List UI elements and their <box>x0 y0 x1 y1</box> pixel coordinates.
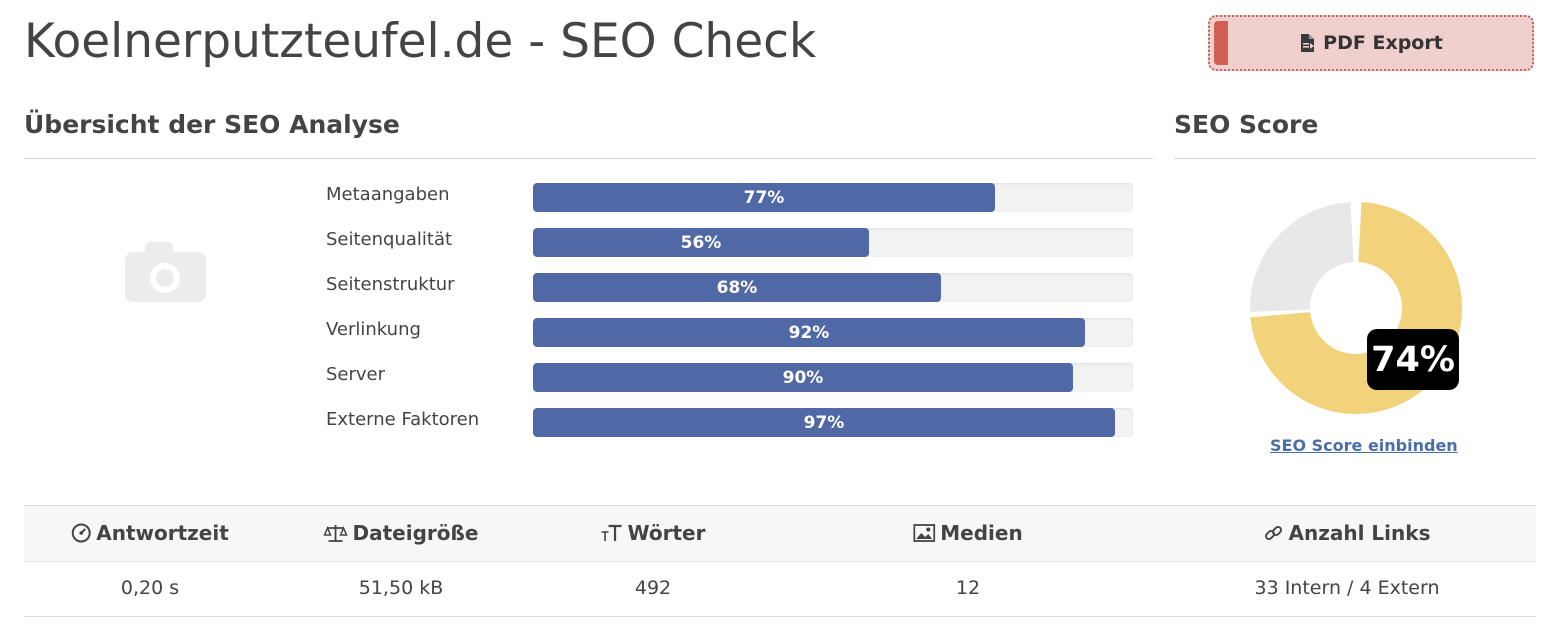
bar-label: Seitenqualität <box>326 229 453 250</box>
progress-bar-track: 68% <box>533 273 1133 302</box>
overview-heading: Übersicht der SEO Analyse <box>24 110 400 139</box>
progress-bar-track: 92% <box>533 318 1133 347</box>
donut-remaining-segment <box>1250 202 1354 312</box>
stats-value-words: 492 <box>634 577 672 599</box>
stats-header-label: Anzahl Links <box>1288 521 1431 545</box>
pdf-export-button[interactable]: PDF Export <box>1208 15 1534 71</box>
progress-bar-track: 77% <box>533 183 1133 212</box>
stats-value-media: 12 <box>955 577 981 599</box>
progress-bar-fill: 77% <box>533 183 995 212</box>
pdf-export-label: PDF Export <box>1323 32 1443 54</box>
progress-bar-fill: 56% <box>533 228 869 257</box>
bar-label: Externe Faktoren <box>326 409 480 430</box>
progress-bar-track: 97% <box>533 408 1133 437</box>
stats-value-row: 0,20 s 51,50 kB 492 12 33 Intern / 4 Ext… <box>24 562 1536 616</box>
link-icon <box>1264 523 1284 543</box>
bar-label: Verlinkung <box>326 319 421 340</box>
progress-bar-fill: 68% <box>533 273 941 302</box>
stats-header-words: Wörter <box>601 521 706 545</box>
stats-header-label: Antwortzeit <box>96 521 229 545</box>
bar-label: Server <box>326 364 386 385</box>
progress-bar-fill: 92% <box>533 318 1085 347</box>
camera-icon <box>125 240 207 308</box>
bar-label: Metaangaben <box>326 184 450 205</box>
progress-bar-fill: 97% <box>533 408 1115 437</box>
image-icon <box>913 524 936 542</box>
button-accent-stripe <box>1214 21 1228 65</box>
progress-bar-track: 56% <box>533 228 1133 257</box>
stats-value-links: 33 Intern / 4 Extern <box>1254 577 1440 599</box>
stats-header-file-size: Dateigröße <box>323 521 479 545</box>
file-export-icon <box>1299 33 1317 53</box>
bar-label: Seitenstruktur <box>326 274 455 295</box>
text-size-icon <box>601 523 623 543</box>
progress-bar-fill: 90% <box>533 363 1073 392</box>
stats-header-label: Wörter <box>627 521 706 545</box>
seo-score-divider <box>1174 158 1536 159</box>
seo-score-heading: SEO Score <box>1174 110 1319 139</box>
gauge-icon <box>71 523 91 543</box>
overview-divider <box>24 158 1153 159</box>
stats-header-label: Medien <box>940 521 1023 545</box>
seo-score-embed-link[interactable]: SEO Score einbinden <box>1270 436 1458 455</box>
page-title: Koelnerputzteufel.de - SEO Check <box>24 14 817 69</box>
seo-score-badge: 74% <box>1367 329 1459 390</box>
stats-header-row: Antwortzeit Dateigröße Wörter Medien Anz… <box>24 506 1536 562</box>
scale-icon <box>323 523 348 543</box>
stats-value-response-time: 0,20 s <box>120 577 180 599</box>
stats-header-response-time: Antwortzeit <box>71 521 229 545</box>
stats-header-media: Medien <box>913 521 1023 545</box>
stats-table: Antwortzeit Dateigröße Wörter Medien Anz… <box>24 505 1536 617</box>
progress-bar-track: 90% <box>533 363 1133 392</box>
stats-header-links: Anzahl Links <box>1264 521 1431 545</box>
stats-value-file-size: 51,50 kB <box>358 577 444 599</box>
stats-header-label: Dateigröße <box>352 521 479 545</box>
